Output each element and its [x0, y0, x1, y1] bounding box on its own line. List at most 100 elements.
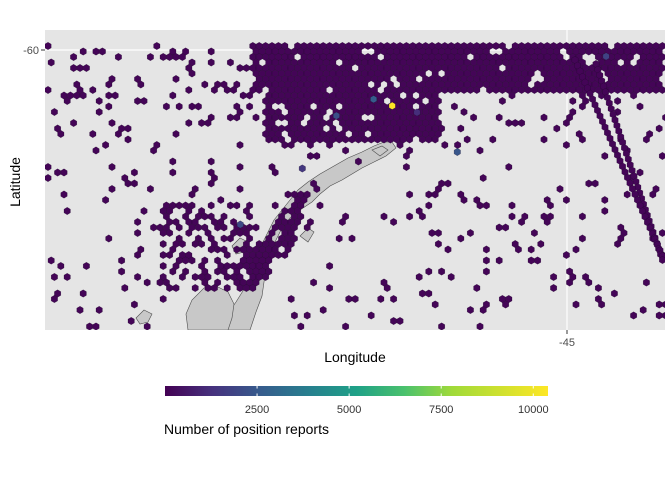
hexbin-cell	[630, 311, 637, 320]
hexbin-cell	[108, 163, 116, 171]
hexbin-cell	[172, 75, 180, 83]
hexbin-cell	[508, 201, 516, 210]
hexbin-cell	[191, 284, 199, 292]
hexbin-cell	[435, 240, 442, 248]
hexbin-cell	[479, 306, 487, 314]
hexbin-cell	[380, 212, 388, 221]
hexbin-cell	[159, 262, 167, 270]
hexbin-cell	[47, 256, 55, 265]
hexbin-cell	[406, 135, 413, 144]
hexbin-layer	[45, 42, 665, 330]
hexbin-cell	[483, 256, 490, 265]
hexbin-cell	[601, 152, 609, 160]
hexbin-cell	[252, 223, 260, 232]
hexbin-cell	[431, 300, 439, 309]
hexbin-cell	[207, 157, 215, 166]
hexbin-cell	[166, 229, 173, 237]
hexbin-cell	[105, 102, 113, 111]
hexbin-cell	[531, 229, 538, 237]
hexbin-cell	[563, 251, 570, 259]
hexbin-cell	[185, 229, 193, 237]
hexbin-cell	[169, 168, 177, 177]
hexbin-cell	[473, 284, 481, 292]
hexbin-cell	[431, 135, 439, 144]
hexbin-cell	[495, 256, 503, 265]
hexbin-cell	[550, 273, 557, 281]
hexbin-cell	[563, 141, 570, 149]
hexbin-cell	[63, 207, 71, 215]
hexbin-cell	[585, 278, 593, 287]
hexbin-hotspot	[602, 52, 610, 61]
hexbin-cell	[662, 114, 665, 121]
hexbin-cell	[134, 251, 141, 259]
hexbin-cell	[233, 113, 241, 122]
hexbin-cell	[406, 212, 413, 221]
hexbin-cell	[396, 141, 404, 149]
hexbin-cell	[246, 91, 253, 100]
hexbin-cell	[572, 245, 580, 254]
hexbin-cell	[460, 108, 468, 116]
hexbin-cell	[518, 119, 525, 127]
hexbin-cell	[233, 201, 241, 210]
hexbin-cell	[435, 229, 442, 237]
hexbin-cell	[566, 278, 573, 287]
hexbin-cell	[223, 284, 231, 292]
hexbin-cell	[438, 322, 445, 330]
hexbin-cell	[95, 306, 103, 314]
hexbin-cell	[179, 273, 186, 281]
hexbin-cell	[313, 185, 321, 193]
hexbin-cell	[47, 58, 55, 67]
colorbar-ticks: 2500 5000 7500 10000	[245, 386, 549, 416]
hexbin-cell	[60, 168, 68, 177]
hexbin-cell	[281, 251, 289, 259]
hexbin-cell	[287, 295, 295, 303]
hexbin-cell	[614, 97, 621, 105]
colorbar	[165, 386, 548, 396]
hexbin-cell	[201, 80, 209, 89]
hexbin-cell	[143, 322, 151, 330]
hexbin-cell	[390, 295, 397, 303]
hexbin-cell	[483, 267, 490, 276]
hexbin-cell	[140, 207, 148, 215]
hexbin-cell	[467, 229, 474, 237]
hexbin-cell	[92, 322, 100, 330]
hexbin-cell	[150, 146, 157, 155]
y-axis-title: Latitude	[7, 157, 23, 207]
hexbin-cell	[662, 300, 665, 309]
hexbin-cell	[111, 91, 119, 100]
hexbin-cell	[508, 212, 516, 221]
hexbin-cell	[45, 174, 52, 182]
hexbin-cell	[316, 201, 324, 210]
hexbin-cell	[591, 179, 599, 188]
hexbin-cell	[131, 179, 138, 188]
hexbin-cell	[108, 119, 116, 127]
island-tiny-1	[135, 309, 153, 325]
hexbin-cell	[255, 86, 263, 94]
hexbin-cell	[611, 289, 618, 298]
colorbar-tick-label: 5000	[337, 404, 361, 416]
hexbin-cell	[204, 119, 212, 127]
hexbin-cell	[326, 284, 333, 292]
hexbin-cell	[147, 53, 154, 61]
hexbin-cell	[476, 146, 484, 155]
hexbin-cell	[57, 262, 65, 270]
hexbin-cell	[227, 234, 234, 243]
hexbin-cell	[550, 284, 557, 292]
hexbin-cell	[476, 322, 484, 330]
hexbin-cell	[659, 229, 665, 237]
hexbin-cell	[425, 201, 433, 210]
hexbin-cell	[313, 152, 321, 160]
coast-fragment-east	[299, 227, 315, 243]
hexbin-cell	[463, 135, 471, 144]
hexbin-cell	[563, 196, 570, 204]
hexbin-cell	[537, 240, 545, 248]
hexbin-cell	[51, 108, 58, 116]
hexbin-cell	[102, 196, 109, 204]
hexbin-cell	[188, 190, 196, 199]
hexbin-cell	[342, 146, 349, 155]
hexbin-cell	[89, 130, 97, 138]
hexbin-cell	[115, 53, 122, 61]
hexbin-cell	[556, 185, 564, 193]
hexbin-cell	[45, 42, 52, 50]
